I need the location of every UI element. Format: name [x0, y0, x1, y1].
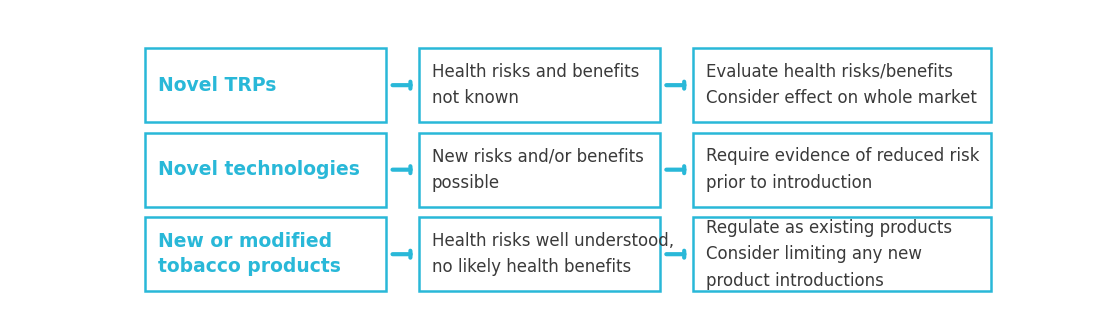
FancyBboxPatch shape — [145, 48, 386, 122]
Text: New or modified
tobacco products: New or modified tobacco products — [158, 232, 341, 276]
Text: Novel technologies: Novel technologies — [158, 160, 359, 179]
FancyBboxPatch shape — [419, 217, 660, 291]
FancyBboxPatch shape — [419, 48, 660, 122]
Text: Novel TRPs: Novel TRPs — [158, 76, 276, 95]
Text: Regulate as existing products
Consider limiting any new
product introductions: Regulate as existing products Consider l… — [706, 219, 951, 290]
Text: Require evidence of reduced risk
prior to introduction: Require evidence of reduced risk prior t… — [706, 148, 979, 192]
Text: New risks and/or benefits
possible: New risks and/or benefits possible — [431, 148, 644, 192]
FancyBboxPatch shape — [145, 217, 386, 291]
FancyBboxPatch shape — [692, 48, 991, 122]
FancyBboxPatch shape — [145, 133, 386, 207]
Text: Health risks well understood,
no likely health benefits: Health risks well understood, no likely … — [431, 232, 674, 277]
FancyBboxPatch shape — [692, 133, 991, 207]
FancyBboxPatch shape — [419, 133, 660, 207]
FancyBboxPatch shape — [692, 217, 991, 291]
Text: Health risks and benefits
not known: Health risks and benefits not known — [431, 63, 639, 108]
Text: Evaluate health risks/benefits
Consider effect on whole market: Evaluate health risks/benefits Consider … — [706, 63, 977, 108]
